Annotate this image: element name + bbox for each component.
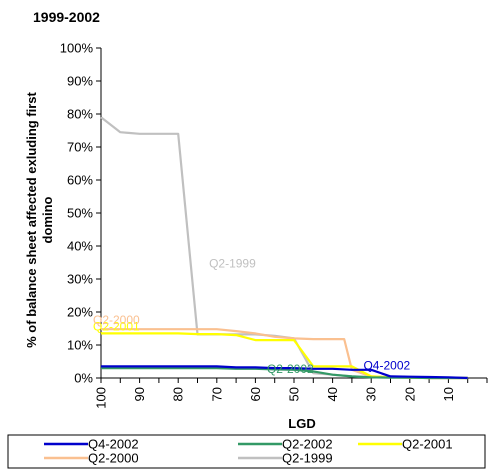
- legend-label-q4-2002: Q4-2002: [88, 437, 139, 452]
- x-tick-label: 80: [171, 387, 186, 401]
- y-axis-title-line-2: domino: [40, 196, 55, 243]
- series-label-q4-2002: Q4-2002: [363, 358, 410, 372]
- x-tick-label: 10: [441, 387, 456, 401]
- series-label-q2-2001: Q2-2001: [93, 319, 140, 333]
- legend: Q4-2002 Q2-2002 Q2-2001 Q2-2000 Q2-1999: [7, 434, 486, 469]
- y-tick-label: 0%: [74, 371, 93, 386]
- series-label-q2-1999: Q2-1999: [209, 257, 256, 271]
- y-tick-label: 10%: [67, 338, 93, 353]
- y-tick-label: 30%: [67, 272, 93, 287]
- y-tick-label: 80%: [67, 107, 93, 122]
- legend-label-q2-2001: Q2-2001: [402, 437, 453, 452]
- y-tick-label: 60%: [67, 173, 93, 188]
- y-tick-label: 50%: [67, 206, 93, 221]
- legend-box: [7, 434, 486, 469]
- y-tick-label: 40%: [67, 239, 93, 254]
- x-tick-label: 50: [287, 387, 302, 401]
- plot-area: 0% 10% 20% 30% 40% 50% 60% 70% 80% 90% 100% 100 90 80…: [60, 41, 488, 409]
- y-tick-label: 90%: [67, 74, 93, 89]
- chart-title: 1999-2002: [33, 9, 100, 25]
- y-tick-label: 20%: [67, 305, 93, 320]
- x-tick-label: 60: [248, 387, 263, 401]
- y-tick-label: 100%: [60, 41, 94, 56]
- x-tick-label: 40: [325, 387, 340, 401]
- legend-label-q2-2002: Q2-2002: [282, 437, 333, 452]
- series-label-q2-2002: Q2-2002: [267, 362, 314, 376]
- x-axis-title: LGD: [288, 416, 315, 431]
- x-tick-label: 90: [132, 387, 147, 401]
- x-tick-label: 100: [94, 387, 109, 409]
- x-tick-label: 20: [402, 387, 417, 401]
- x-tick-label: 70: [209, 387, 224, 401]
- series-line-q4-2002: [101, 365, 468, 380]
- y-tick-label: 70%: [67, 140, 93, 155]
- x-tick-label: 30: [364, 387, 379, 401]
- legend-label-q2-1999: Q2-1999: [282, 451, 333, 466]
- y-axis-title-line-1: % of balance sheet affected exluding fir…: [24, 91, 39, 347]
- legend-label-q2-2000: Q2-2000: [88, 451, 139, 466]
- series-label-q2-2000: Q2-2000: [93, 313, 140, 327]
